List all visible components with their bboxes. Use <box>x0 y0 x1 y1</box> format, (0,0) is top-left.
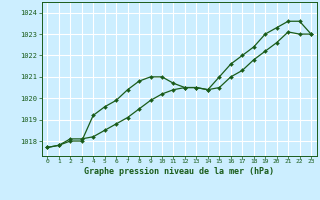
X-axis label: Graphe pression niveau de la mer (hPa): Graphe pression niveau de la mer (hPa) <box>84 167 274 176</box>
